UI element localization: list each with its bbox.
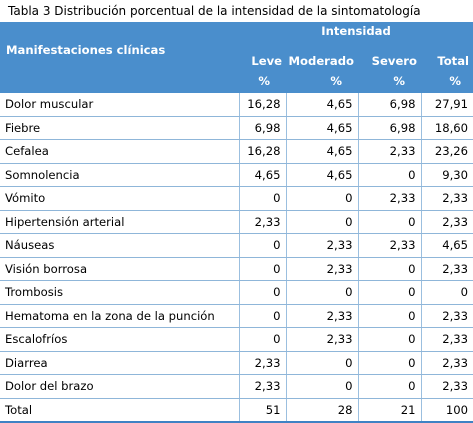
header-severo-unit: % [358,69,421,93]
table-row: Diarrea 2,33 0 0 2,33 [0,351,473,375]
cell-severo: 0 [357,304,421,328]
cell-leve: 4,65 [238,163,286,187]
row-label: Náuseas [0,233,239,258]
header-moderado: Moderado [286,42,358,69]
cell-moderado: 0 [285,351,358,375]
cell-moderado: 2,33 [285,304,358,328]
table-header: Manifestaciones clínicas Intensidad Leve… [0,22,473,93]
cell-leve: 0 [238,186,286,211]
table-row: Visión borrosa 0 2,33 0 2,33 [0,257,473,281]
cell-total: 23,26 [420,139,473,164]
cell-severo: 6,98 [357,116,421,140]
cell-severo: 2,33 [357,186,421,211]
cell-total: 2,33 [420,351,473,375]
table-row: Escalofríos 0 2,33 0 2,33 [0,327,473,352]
table-caption: Tabla 3 Distribución porcentual de la in… [8,4,421,18]
table-row: Dolor muscular 16,28 4,65 6,98 27,91 [0,93,473,117]
cell-moderado: 0 [285,280,358,305]
cell-severo: 0 [357,280,421,305]
cell-moderado: 4,65 [285,163,358,187]
cell-severo: 0 [357,327,421,352]
row-label: Hipertensión arterial [0,210,239,234]
cell-moderado: 0 [285,374,358,399]
cell-moderado: 4,65 [285,93,358,117]
cell-severo: 2,33 [357,233,421,258]
cell-moderado: 2,33 [285,233,358,258]
header-total-unit: % [421,69,473,93]
row-label: Dolor muscular [0,93,239,117]
row-label: Cefalea [0,139,239,164]
cell-total: 2,33 [420,186,473,211]
header-leve-unit: % [239,69,286,93]
cell-total: 100 [420,398,473,423]
cell-leve: 16,28 [238,139,286,164]
cell-severo: 0 [357,351,421,375]
cell-leve: 0 [238,257,286,281]
cell-severo: 0 [357,210,421,234]
table-row: Hematoma en la zona de la punción 0 2,33… [0,304,473,328]
cell-total: 2,33 [420,327,473,352]
row-label: Somnolencia [0,163,239,187]
cell-severo: 0 [357,163,421,187]
cell-moderado: 0 [285,210,358,234]
table-row: Hipertensión arterial 2,33 0 0 2,33 [0,210,473,234]
row-label: Dolor del brazo [0,374,239,399]
cell-leve: 0 [238,233,286,258]
cell-severo: 0 [357,257,421,281]
cell-total: 18,60 [420,116,473,140]
cell-total: 2,33 [420,304,473,328]
cell-moderado: 2,33 [285,257,358,281]
cell-leve: 2,33 [238,210,286,234]
cell-total: 27,91 [420,93,473,117]
symptom-intensity-table: Manifestaciones clínicas Intensidad Leve… [0,22,473,423]
cell-moderado: 4,65 [285,139,358,164]
row-label: Trombosis [0,280,239,305]
row-label: Total [0,398,239,423]
cell-total: 9,30 [420,163,473,187]
cell-severo: 21 [357,398,421,423]
table-row: Náuseas 0 2,33 2,33 4,65 [0,233,473,258]
cell-severo: 0 [357,374,421,399]
header-intensidad: Intensidad [239,22,473,42]
table-row: Fiebre 6,98 4,65 6,98 18,60 [0,116,473,140]
cell-leve: 16,28 [238,93,286,117]
table-row: Trombosis 0 0 0 0 [0,280,473,305]
cell-moderado: 4,65 [285,116,358,140]
total-row: Total 51 28 21 100 [0,398,473,423]
cell-severo: 6,98 [357,93,421,117]
table-row: Vómito 0 0 2,33 2,33 [0,186,473,211]
cell-leve: 0 [238,280,286,305]
cell-total: 2,33 [420,210,473,234]
header-manifestaciones: Manifestaciones clínicas [0,22,239,93]
table-row: Somnolencia 4,65 4,65 0 9,30 [0,163,473,187]
table-body: Dolor muscular 16,28 4,65 6,98 27,91 Fie… [0,93,473,423]
row-label: Hematoma en la zona de la punción [0,304,239,328]
cell-moderado: 28 [285,398,358,423]
row-label: Diarrea [0,351,239,375]
cell-severo: 2,33 [357,139,421,164]
cell-leve: 0 [238,327,286,352]
cell-leve: 2,33 [238,351,286,375]
row-label: Visión borrosa [0,257,239,281]
table-row: Cefalea 16,28 4,65 2,33 23,26 [0,139,473,164]
header-total: Total [421,42,473,69]
table-row: Dolor del brazo 2,33 0 0 2,33 [0,374,473,399]
cell-moderado: 2,33 [285,327,358,352]
cell-moderado: 0 [285,186,358,211]
cell-total: 2,33 [420,257,473,281]
row-label: Escalofríos [0,327,239,352]
row-label: Fiebre [0,116,239,140]
header-severo: Severo [358,42,421,69]
cell-total: 0 [420,280,473,305]
row-label: Vómito [0,186,239,211]
cell-leve: 6,98 [238,116,286,140]
cell-total: 4,65 [420,233,473,258]
cell-leve: 51 [238,398,286,423]
cell-total: 2,33 [420,374,473,399]
cell-leve: 0 [238,304,286,328]
cell-leve: 2,33 [238,374,286,399]
header-moderado-unit: % [286,69,358,93]
header-leve: Leve [239,42,286,69]
